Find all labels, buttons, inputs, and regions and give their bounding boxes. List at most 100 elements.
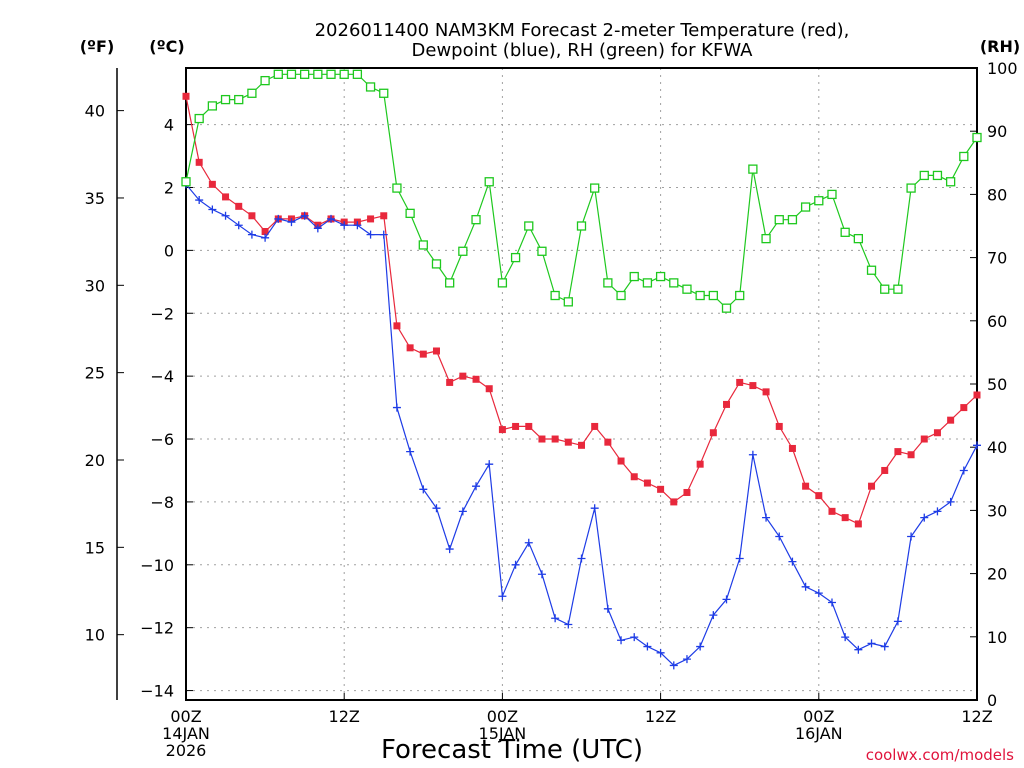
temperature-point [208,180,216,188]
tick-label-celsius: 2 [164,178,174,197]
dewpoint-point [551,614,560,623]
dewpoint-point [946,497,955,506]
dewpoint-point [762,513,771,522]
rh-point [458,246,468,256]
dewpoint-point [195,196,204,205]
temperature-point [617,457,625,465]
dewpoint-point [643,642,652,651]
temperature-point [907,451,915,459]
dewpoint-point [788,557,797,566]
dewpoint-point [432,504,441,513]
dewpoint-point [920,513,929,522]
tick-label-x: 14JAN [162,724,210,743]
dewpoint-point [867,639,876,648]
rh-point [207,101,218,111]
tick-label-rh: 40 [987,438,1007,457]
rh-point [537,246,547,256]
rh-point [273,69,283,79]
dewpoint-point [709,611,718,620]
temperature-point [788,444,796,452]
dewpoint-point [669,661,678,670]
rh-point [761,233,771,244]
rh-point [563,297,573,307]
dewpoint-point [590,504,599,513]
tick-label-rh: 30 [987,501,1007,520]
temperature-point [472,375,480,383]
tick-label-celsius: 4 [164,116,174,135]
dewpoint-point [775,532,784,541]
dewpoint-point [603,604,612,613]
tick-label-celsius: −14 [140,682,174,701]
temperature-point [736,378,744,386]
rh-point [352,69,363,79]
rh-point [260,75,270,86]
temperature-point [432,347,440,355]
dewpoint-point [208,205,217,214]
temperature-point [802,482,810,490]
rh-point [721,303,732,313]
temperature-point [894,448,902,456]
rh-point [840,227,850,237]
dewpoint-point [221,211,230,220]
rh-point [379,88,389,98]
tick-label-fahrenheit: 25 [85,364,105,383]
temperature-point [235,202,243,210]
tick-label-x: 12Z [645,707,676,726]
temperature-point [380,212,388,220]
rh-point [299,69,310,79]
dewpoint-point [366,230,375,239]
dewpoint-point [854,645,863,654]
dewpoint-point [247,230,256,239]
temperature-point [406,344,414,352]
tick-label-x: 16JAN [795,724,843,743]
temperature-point [749,382,757,390]
dewpoint-point [564,620,573,629]
temperature-point [657,485,665,493]
rh-point [194,113,204,124]
tick-label-celsius: −12 [140,619,174,638]
dewpoint-point [511,560,520,569]
dewpoint-point [630,633,639,642]
temperature-point [393,322,401,330]
dewpoint-point [340,221,349,230]
unit-label-rh: (RH) [980,37,1020,56]
dewpoint-point [933,507,942,516]
temperature-point [551,435,559,443]
tick-label-fahrenheit: 10 [85,626,105,645]
credit-link[interactable]: coolwx.com/models [866,746,1014,764]
rh-point [405,208,415,219]
rh-point [945,177,956,187]
temperature-point [182,92,190,100]
temperature-point [604,438,612,446]
dewpoint-point [353,221,362,230]
rh-point [853,233,863,244]
temperature-point [723,400,731,408]
tick-label-rh: 10 [987,628,1007,647]
rh-point [959,151,969,162]
tick-label-celsius: 0 [164,241,174,260]
tick-label-celsius: −8 [150,493,174,512]
temperature-point [367,215,375,223]
dewpoint-point [537,570,546,579]
rh-point [682,284,692,294]
rh-point [339,69,349,79]
rh-point [814,196,824,206]
rh-point [471,215,481,225]
rh-point [827,189,837,200]
tick-label-x: 00Z [803,707,834,726]
dewpoint-point [827,598,836,607]
rh-point [590,183,600,193]
dewpoint-point [406,447,415,456]
unit-label-celsius: (ºC) [149,37,184,56]
temperature-point [881,466,889,474]
rh-point [392,183,402,193]
rh-point [629,271,639,282]
dewpoint-point [458,507,467,516]
temperature-point [578,441,585,449]
dewpoint-point [419,485,428,494]
temperature-point [762,388,770,396]
rh-point [365,82,376,92]
dewpoint-point [617,636,626,645]
dewpoint-point [959,466,968,475]
